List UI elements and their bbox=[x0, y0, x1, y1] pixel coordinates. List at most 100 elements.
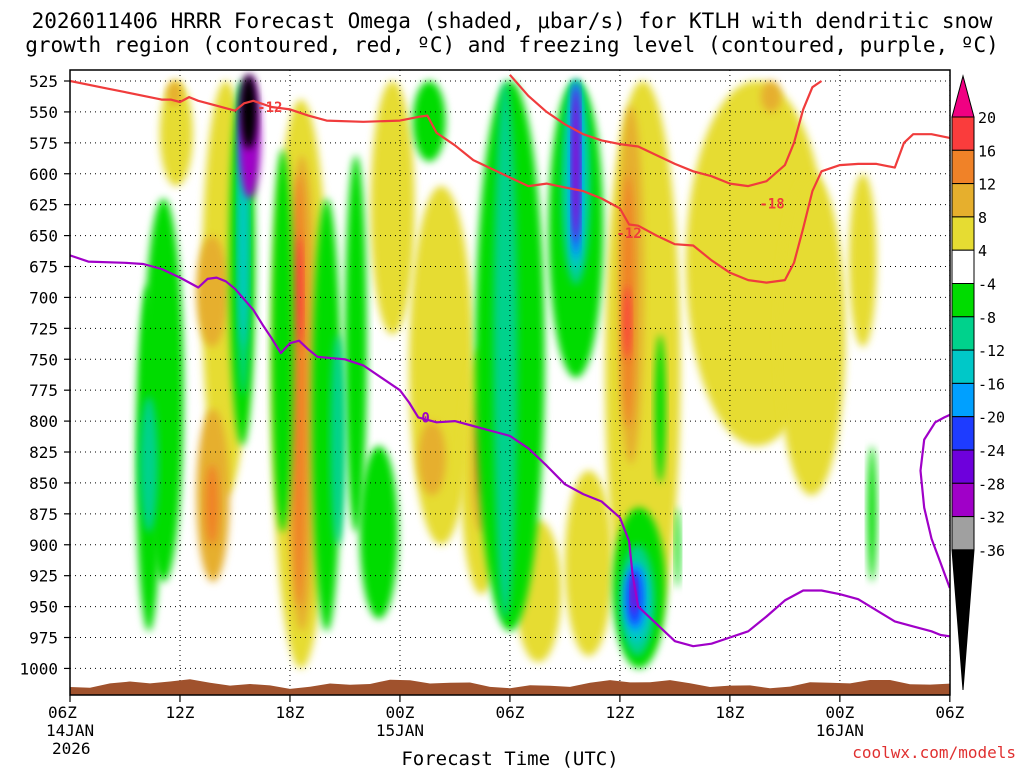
x-tick-label-1: 12Z bbox=[166, 703, 195, 722]
omega-region-43 bbox=[493, 81, 518, 619]
dendritic-minus12-contour bbox=[70, 79, 950, 284]
omega-region-10 bbox=[777, 173, 846, 496]
y-tick-label-825: 825 bbox=[29, 443, 58, 462]
y-tick-label-875: 875 bbox=[29, 505, 58, 524]
colorbar-bin-10 bbox=[951, 449, 975, 484]
x-tick-label-7: 00Z bbox=[825, 703, 854, 722]
colorbar-bin-8 bbox=[951, 382, 975, 418]
omega-region-23 bbox=[205, 464, 219, 545]
y-tick-label-725: 725 bbox=[29, 319, 58, 338]
colorbar-label-13: -36 bbox=[978, 542, 1005, 560]
y-tick-label-900: 900 bbox=[29, 536, 58, 555]
colorbar-bin-11 bbox=[951, 482, 975, 518]
y-tick-label-700: 700 bbox=[29, 288, 58, 307]
omega-region-3 bbox=[370, 81, 415, 335]
freezing-level-contour bbox=[70, 254, 950, 648]
colorbar-label-12: -32 bbox=[978, 509, 1005, 527]
credit-link[interactable]: coolwx.com/models bbox=[852, 743, 1016, 762]
y-tick-label-975: 975 bbox=[29, 629, 58, 648]
omega-region-20 bbox=[291, 173, 307, 607]
omega-region-57 bbox=[240, 74, 257, 150]
colorbar-label-7: -12 bbox=[978, 342, 1005, 360]
colorbar-bin-bottom bbox=[951, 549, 975, 691]
omega-region-11 bbox=[849, 173, 877, 347]
y-tick-label-1000: 1000 bbox=[19, 659, 58, 678]
colorbar-bin-7 bbox=[951, 349, 975, 384]
y-tick-label-650: 650 bbox=[29, 227, 58, 246]
y-tick-label-575: 575 bbox=[29, 134, 58, 153]
colorbar-label-3: 8 bbox=[978, 209, 987, 227]
omega-region-40 bbox=[139, 396, 158, 533]
x-tick-date-0: 14JAN bbox=[46, 721, 94, 740]
colorbar-label-1: 16 bbox=[978, 142, 996, 160]
colorbar: 20 16 12 8 4 -4 -8 -12 -16 -20 -24 -28 -32 -36 bbox=[951, 74, 1005, 691]
omega-region-38 bbox=[674, 507, 681, 589]
x-tick-label-4: 06Z bbox=[495, 703, 524, 722]
colorbar-bin-1 bbox=[951, 149, 975, 185]
colorbar-bin-2 bbox=[951, 183, 975, 218]
chart-title: 2026011406 HRRR Forecast Omega (shaded, … bbox=[32, 9, 993, 33]
omega-region-55 bbox=[572, 87, 580, 242]
x-tick-label-2: 18Z bbox=[276, 703, 305, 722]
colorbar-bin-0 bbox=[951, 116, 975, 151]
colorbar-label-5: -4 bbox=[978, 276, 996, 294]
contour-label-0: -12 bbox=[257, 100, 282, 116]
y-tick-label-550: 550 bbox=[29, 103, 58, 122]
y-tick-label-600: 600 bbox=[29, 165, 58, 184]
terrain-fill bbox=[70, 679, 950, 695]
colorbar-label-0: 20 bbox=[978, 109, 996, 127]
omega-region-24 bbox=[295, 235, 303, 347]
colorbar-bin-12 bbox=[951, 516, 975, 551]
colorbar-label-9: -20 bbox=[978, 409, 1005, 427]
y-tick-label-525: 525 bbox=[29, 72, 58, 91]
colorbar-bin-top bbox=[951, 74, 975, 118]
x-tick-label-8: 06Z bbox=[935, 703, 964, 722]
colorbar-bin-4 bbox=[951, 249, 975, 284]
colorbar-label-4: 4 bbox=[978, 242, 987, 260]
omega-region-32 bbox=[359, 445, 399, 619]
contour-label-2: -18 bbox=[759, 196, 784, 212]
colorbar-label-8: -16 bbox=[978, 375, 1005, 393]
y-tick-label-750: 750 bbox=[29, 350, 58, 369]
x-axis-label: Forecast Time (UTC) bbox=[401, 748, 618, 768]
contour-label-3: 0 bbox=[421, 410, 429, 426]
chart-subtitle: growth region (contoured, red, ºC) and f… bbox=[25, 33, 999, 57]
y-tick-label-625: 625 bbox=[29, 196, 58, 215]
omega-region-13 bbox=[196, 235, 228, 347]
contour-lines: -12 -12 -18 0 bbox=[70, 74, 950, 648]
colorbar-label-10: -24 bbox=[978, 442, 1005, 460]
omega-region-39 bbox=[867, 445, 877, 582]
omega-region-31 bbox=[344, 155, 367, 533]
colorbar-bin-9 bbox=[951, 416, 975, 451]
colorbar-bin-5 bbox=[951, 283, 975, 318]
y-tick-label-850: 850 bbox=[29, 474, 58, 493]
omega-region-37 bbox=[654, 334, 666, 483]
omega-shading bbox=[135, 74, 877, 669]
omega-region-25 bbox=[623, 285, 631, 360]
omega-region-42 bbox=[330, 334, 345, 545]
dendritic-minus18-contour bbox=[509, 74, 823, 188]
y-tick-label-950: 950 bbox=[29, 598, 58, 617]
x-tick-label-0: 06Z bbox=[48, 703, 77, 722]
colorbar-label-6: -8 bbox=[978, 309, 996, 327]
y-axis: 525 550 575 600 625 650 675 700 725 750 775 800 825 8… bbox=[19, 72, 70, 678]
contour-label-1: -12 bbox=[616, 226, 641, 242]
y-tick-label-675: 675 bbox=[29, 258, 58, 277]
colorbar-label-11: -28 bbox=[978, 475, 1005, 493]
x-tick-label-3: 00Z bbox=[385, 703, 414, 722]
x-tick-date-3: 15JAN bbox=[376, 721, 424, 740]
x-tick-label-5: 12Z bbox=[605, 703, 634, 722]
omega-region-7 bbox=[564, 470, 613, 657]
terrain bbox=[70, 679, 950, 695]
x-tick-date-7: 16JAN bbox=[816, 721, 864, 740]
omega-region-0 bbox=[159, 81, 193, 187]
freezing-level-contour-right bbox=[919, 413, 950, 589]
omega-region-16 bbox=[418, 421, 446, 496]
colorbar-bin-6 bbox=[951, 316, 975, 351]
x-tick-label-6: 18Z bbox=[715, 703, 744, 722]
colorbar-bin-3 bbox=[951, 216, 975, 251]
x-tick-year-0: 2026 bbox=[52, 739, 91, 758]
y-tick-label-800: 800 bbox=[29, 412, 58, 431]
